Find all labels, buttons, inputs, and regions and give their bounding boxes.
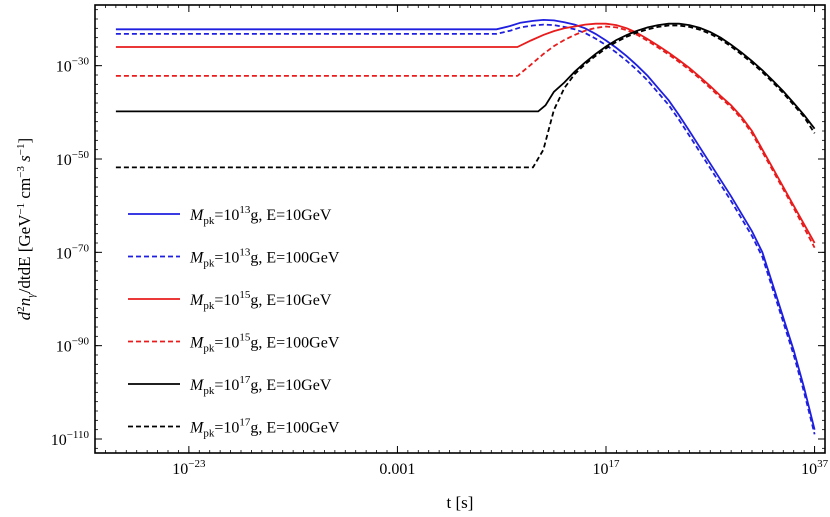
axis-ticks xyxy=(94,5,826,453)
x-axis-label: t [s] xyxy=(447,493,474,512)
x-tick-label: 1037 xyxy=(801,458,829,478)
series-line-3 xyxy=(115,22,816,244)
legend-label: Mpk=1017g, E=10GeV xyxy=(189,374,332,397)
series-line-4 xyxy=(115,25,816,249)
x-tick-label: 0.001 xyxy=(379,461,415,478)
series-line-1 xyxy=(115,18,816,430)
y-tick-label: 10−90 xyxy=(56,336,90,356)
y-tick-label: 10−50 xyxy=(56,149,90,169)
y-tick-label: 10−30 xyxy=(56,56,90,76)
y-tick-label: 10−70 xyxy=(56,242,90,262)
tick-labels: 10−23 0.001 1017 1037 10−30 10−50 10−70 10−90 10… xyxy=(51,56,829,478)
series-group xyxy=(115,18,816,435)
y-tick-label: 10−110 xyxy=(51,429,90,449)
series-line-2 xyxy=(115,23,816,435)
plot-area xyxy=(94,4,826,454)
legend-label: Mpk=1013g, E=10GeV xyxy=(189,204,332,227)
legend-label: Mpk=1013g, E=100GeV xyxy=(189,247,340,270)
series-line-5 xyxy=(115,22,816,130)
series-line-6 xyxy=(115,24,816,169)
legend-label: Mpk=1015g, E=10GeV xyxy=(189,289,332,312)
legend-label: Mpk=1015g, E=100GeV xyxy=(189,332,340,355)
x-tick-label: 10−23 xyxy=(172,458,206,478)
x-tick-label: 1017 xyxy=(593,458,621,478)
y-axis-label: d2nγ/dtdE [GeV−1 cm−3 s−1] xyxy=(15,138,37,320)
legend-label: Mpk=1017g, E=100GeV xyxy=(189,417,340,440)
legend: Mpk=1013g, E=10GeV Mpk=1013g, E=100GeV Mpk… xyxy=(128,204,340,440)
